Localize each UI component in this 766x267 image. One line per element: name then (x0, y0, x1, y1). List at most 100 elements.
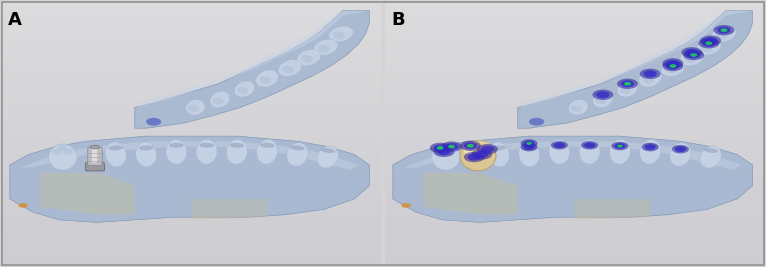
Bar (2, 260, 381, 264)
Bar (385, 186, 764, 190)
Ellipse shape (435, 148, 445, 155)
Ellipse shape (477, 144, 498, 154)
Bar (385, 7, 764, 11)
Ellipse shape (169, 143, 184, 148)
Ellipse shape (701, 44, 712, 53)
Polygon shape (21, 141, 358, 170)
Bar (2, 16, 381, 20)
Ellipse shape (549, 139, 570, 164)
Bar (2, 125, 381, 129)
Ellipse shape (441, 145, 450, 151)
Bar (385, 72, 764, 77)
Bar (2, 164, 381, 168)
Ellipse shape (464, 152, 485, 162)
Ellipse shape (139, 146, 153, 150)
Bar (2, 225, 381, 229)
Ellipse shape (596, 91, 610, 98)
Ellipse shape (290, 146, 305, 150)
Ellipse shape (166, 139, 187, 164)
Bar (385, 203, 764, 208)
Bar (2, 212, 381, 216)
Bar (385, 142, 764, 147)
Ellipse shape (645, 144, 656, 150)
Polygon shape (518, 10, 752, 128)
Ellipse shape (463, 141, 493, 158)
Bar (385, 138, 764, 142)
Ellipse shape (699, 38, 719, 48)
Bar (385, 25, 764, 29)
Bar (385, 155, 764, 160)
Bar (385, 77, 764, 81)
Bar (2, 42, 381, 46)
Bar (2, 216, 381, 221)
Ellipse shape (106, 142, 126, 167)
Ellipse shape (669, 64, 676, 68)
Bar (2, 20, 381, 25)
Ellipse shape (460, 141, 496, 171)
Polygon shape (423, 173, 518, 215)
Bar (2, 238, 381, 242)
Ellipse shape (554, 143, 565, 148)
Bar (385, 99, 764, 103)
Ellipse shape (64, 148, 74, 155)
Ellipse shape (441, 142, 462, 152)
Ellipse shape (471, 149, 493, 160)
Ellipse shape (581, 141, 598, 150)
Bar (2, 242, 381, 247)
Ellipse shape (475, 151, 489, 158)
Bar (385, 225, 764, 229)
Bar (2, 94, 381, 99)
Polygon shape (10, 136, 369, 222)
Bar (385, 3, 764, 7)
Bar (385, 38, 764, 42)
Bar (2, 81, 381, 85)
Ellipse shape (278, 60, 302, 76)
Ellipse shape (665, 65, 677, 73)
Ellipse shape (714, 25, 735, 35)
Bar (2, 208, 381, 212)
Ellipse shape (447, 148, 457, 155)
Bar (2, 85, 381, 90)
Bar (385, 90, 764, 94)
Bar (2, 142, 381, 147)
Bar (2, 168, 381, 173)
Ellipse shape (617, 145, 623, 148)
Bar (385, 221, 764, 225)
Ellipse shape (109, 145, 123, 150)
Bar (385, 64, 764, 68)
Ellipse shape (551, 141, 568, 150)
Bar (385, 260, 764, 264)
Ellipse shape (675, 146, 686, 152)
Ellipse shape (314, 39, 338, 55)
Ellipse shape (448, 145, 455, 148)
Ellipse shape (639, 70, 662, 87)
Bar (2, 147, 381, 151)
Ellipse shape (673, 146, 688, 150)
Bar (2, 234, 381, 238)
Bar (385, 29, 764, 33)
Ellipse shape (584, 143, 595, 148)
Ellipse shape (481, 146, 494, 153)
Ellipse shape (237, 87, 248, 94)
Bar (385, 59, 764, 64)
Ellipse shape (670, 143, 691, 166)
Bar (2, 190, 381, 195)
FancyBboxPatch shape (86, 163, 104, 171)
Ellipse shape (613, 143, 627, 148)
Bar (385, 164, 764, 168)
Text: A: A (8, 10, 22, 29)
Ellipse shape (185, 100, 205, 115)
Ellipse shape (18, 203, 28, 208)
Bar (2, 155, 381, 160)
Bar (2, 90, 381, 94)
Ellipse shape (318, 44, 329, 53)
Ellipse shape (437, 148, 450, 155)
Ellipse shape (401, 203, 411, 208)
Ellipse shape (552, 143, 567, 148)
Ellipse shape (489, 142, 509, 167)
Ellipse shape (188, 105, 199, 112)
Ellipse shape (521, 139, 538, 148)
Bar (2, 107, 381, 112)
Ellipse shape (680, 49, 704, 66)
Ellipse shape (333, 31, 345, 40)
